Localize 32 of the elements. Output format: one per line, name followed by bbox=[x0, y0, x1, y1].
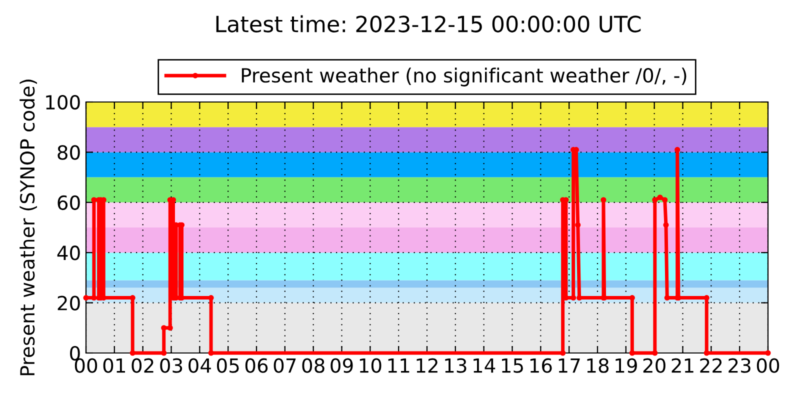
x-tick-label: 10 bbox=[360, 358, 382, 373]
x-tick-label: 11 bbox=[388, 358, 410, 373]
x-tick-label: 18 bbox=[587, 358, 609, 373]
x-tick-label: 17 bbox=[558, 358, 580, 373]
x-tick-label: 05 bbox=[216, 358, 239, 373]
x-tick-label: 16 bbox=[530, 358, 552, 373]
x-tick-label: 13 bbox=[445, 358, 466, 373]
x-tick-label: 09 bbox=[330, 358, 353, 373]
x-tick-label: 01 bbox=[103, 358, 125, 373]
x-tick-label: 06 bbox=[245, 358, 268, 373]
y-tick-label: 80 bbox=[58, 145, 80, 160]
x-tick-label: 23 bbox=[728, 358, 750, 373]
x-tick-label: 12 bbox=[416, 358, 438, 373]
chart-title: Latest time: 2023-12-15 00:00:00 UTC bbox=[216, 15, 641, 32]
x-tick-label: 08 bbox=[302, 358, 324, 373]
y-tick-label: 60 bbox=[58, 195, 80, 210]
x-tick-label: 15 bbox=[502, 358, 523, 373]
y-tick-label: 40 bbox=[57, 246, 80, 260]
x-tick-label: 21 bbox=[672, 358, 694, 373]
x-tick-label: 07 bbox=[274, 358, 296, 373]
x-tick-label: 22 bbox=[700, 358, 722, 373]
legend-label: Present weather (no significant weather /0/, -) bbox=[242, 68, 686, 86]
x-tick-label: 19 bbox=[616, 358, 637, 373]
x-tick-label: 04 bbox=[188, 358, 211, 373]
y-tick-label: 100 bbox=[46, 94, 80, 110]
y-axis-title: Present weather (SYNOP code) bbox=[20, 80, 37, 376]
x-tick-label: 02 bbox=[132, 358, 154, 373]
x-tick-label: 14 bbox=[474, 358, 496, 373]
x-tick-label: 03 bbox=[160, 358, 182, 373]
y-tick-label: 20 bbox=[58, 296, 80, 310]
x-tick-label: 20 bbox=[643, 358, 666, 373]
x-tick-label: 00 bbox=[756, 358, 780, 373]
